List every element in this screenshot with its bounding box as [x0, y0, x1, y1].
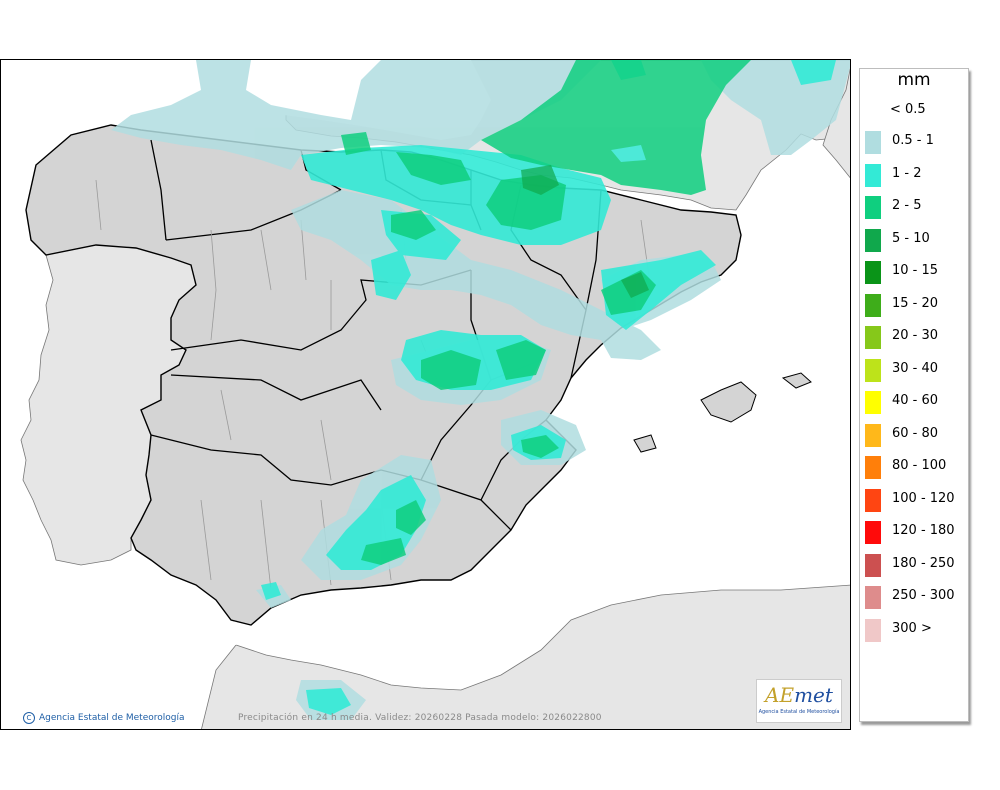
legend-swatch [865, 586, 881, 609]
legend-item: 180 - 250 [863, 553, 967, 577]
legend-unit: mm [897, 70, 931, 90]
legend-item: 2 - 5 [863, 195, 967, 219]
legend-swatch [865, 488, 881, 512]
legend-item: 40 - 60 [863, 390, 967, 414]
legend-swatch [865, 521, 881, 544]
aemet-logo-brand: AEmet [757, 682, 841, 708]
aemet-logo-subtitle: Agencia Estatal de Meteorología [758, 709, 840, 715]
color-legend: mm < 0.5 0.5 - 1 1 - 2 2 - 5 5 - 10 10 - 15 1… [859, 68, 969, 722]
menorca-island [781, 372, 812, 389]
legend-item: 30 - 40 [863, 358, 967, 382]
legend-item-label: 60 - 80 [892, 425, 939, 441]
strait-sea [216, 620, 251, 645]
aemet-logo: AEmet Agencia Estatal de Meteorología [756, 679, 842, 723]
legend-swatch [865, 293, 881, 317]
legend-item-label: 5 - 10 [892, 230, 930, 246]
agency-credit: C Agencia Estatal de Meteorología [23, 712, 185, 724]
legend-swatch [865, 326, 881, 349]
ibiza-island [633, 434, 657, 453]
legend-item: 0.5 - 1 [863, 130, 967, 154]
aemet-logo-ae: AE [765, 683, 795, 707]
precip-2-5-areas [341, 60, 751, 565]
legend-swatch [865, 131, 881, 154]
africa-land [201, 584, 850, 729]
legend-item: 10 - 15 [863, 260, 967, 284]
legend-item: 250 - 300 [863, 585, 967, 609]
legend-item-label: 120 - 180 [892, 523, 955, 538]
legend-swatch [865, 618, 881, 642]
legend-lowest-label: < 0.5 [890, 102, 926, 117]
legend-item-label: 180 - 250 [892, 555, 955, 571]
legend-item: 100 - 120 [863, 488, 967, 512]
legend-item-label: 250 - 300 [892, 588, 955, 603]
legend-swatch [865, 358, 881, 382]
legend-item-label: 10 - 15 [892, 263, 939, 278]
italy-land [822, 67, 850, 179]
legend-item-label: 0.5 - 1 [892, 133, 934, 148]
copyright-icon: C [23, 712, 35, 724]
legend-item-label: 100 - 120 [892, 490, 955, 506]
legend-item: 15 - 20 [863, 293, 967, 317]
legend-swatch [865, 196, 881, 219]
legend-item-label: 1 - 2 [892, 165, 922, 181]
agency-credit-text: Agencia Estatal de Meteorología [39, 713, 185, 723]
legend-item: 20 - 30 [863, 325, 967, 349]
legend-item-label: 300 > [892, 620, 932, 636]
legend-item: 80 - 100 [863, 455, 967, 479]
map-caption: Precipitación en 24 h media. Validez: 20… [238, 713, 602, 723]
mallorca-island [700, 381, 757, 423]
precipitation-map: C Agencia Estatal de Meteorología Precip… [0, 59, 851, 730]
legend-item-label: 30 - 40 [892, 360, 939, 376]
legend-item: 120 - 180 [863, 520, 967, 544]
legend-item: 300 > [863, 618, 967, 642]
legend-swatch [865, 456, 881, 479]
legend-item-label: 20 - 30 [892, 328, 939, 343]
legend-swatch [865, 228, 881, 252]
legend-swatch [865, 163, 881, 187]
aemet-logo-met: met [794, 683, 833, 707]
legend-item-label: 2 - 5 [892, 198, 922, 213]
legend-swatch [865, 423, 881, 447]
legend-swatch [865, 391, 881, 414]
legend-item-label: 80 - 100 [892, 458, 947, 473]
legend-item: 60 - 80 [863, 423, 967, 447]
map-canvas [1, 60, 850, 729]
legend-item-label: 40 - 60 [892, 393, 939, 408]
precip-5-10-areas [521, 165, 649, 298]
legend-item-label: 15 - 20 [892, 295, 939, 311]
legend-item: 1 - 2 [863, 163, 967, 187]
legend-item: 5 - 10 [863, 228, 967, 252]
legend-swatch [865, 553, 881, 577]
legend-swatch [865, 261, 881, 284]
